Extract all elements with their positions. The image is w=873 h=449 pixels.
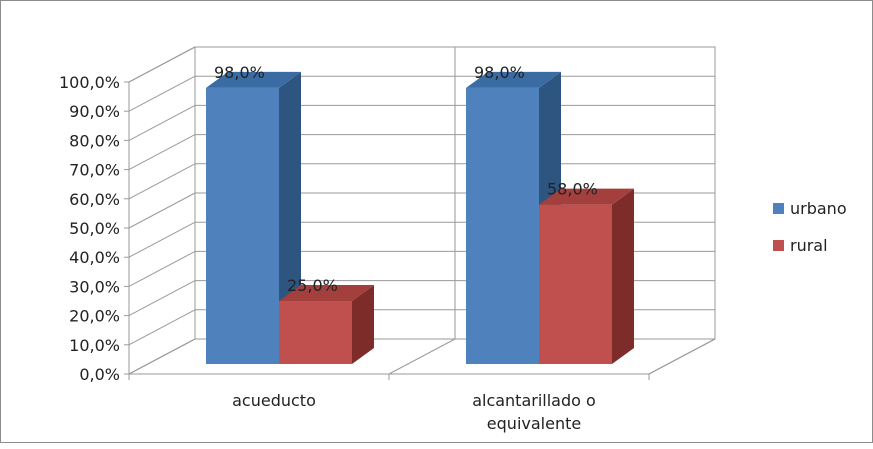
x-tick-label: equivalente: [487, 414, 581, 433]
y-tick-label: 90,0%: [69, 102, 120, 121]
legend-layer: urbano rural: [773, 199, 847, 255]
gridline-side: [128, 104, 196, 141]
y-tick-label: 80,0%: [69, 131, 120, 150]
bar-side-rural-1: [612, 188, 634, 364]
data-label: 98,0%: [474, 63, 525, 82]
axis-layer: 0,0% 10,0% 20,0% 30,0% 40,0% 50,0% 60,0% 70,0% 8…: [59, 73, 650, 433]
y-tick-label: 0,0%: [79, 365, 120, 384]
x-tick-label: acueducto: [232, 391, 316, 410]
floor-divider: [648, 338, 716, 375]
gridline-side: [128, 163, 196, 200]
bars-layer: [206, 71, 634, 364]
floor-divider: [128, 338, 196, 375]
legend-swatch-urbano: [773, 203, 784, 214]
y-tick-label: 30,0%: [69, 277, 120, 296]
bar-urbano-1: [466, 87, 539, 364]
y-tick-label: 40,0%: [69, 248, 120, 267]
bar-rural-0: [279, 301, 352, 364]
bar-top-urbano-0: [206, 71, 301, 88]
bar-top-urbano-1: [466, 71, 561, 88]
data-label: 58,0%: [547, 180, 598, 199]
legend-swatch-rural: [773, 240, 784, 251]
y-tick-label: 20,0%: [69, 307, 120, 326]
data-label: 25,0%: [287, 276, 338, 295]
floor-divider: [388, 338, 456, 375]
gridline-side: [128, 46, 196, 83]
y-tick-label: 10,0%: [69, 336, 120, 355]
y-tick-label: 100,0%: [59, 73, 120, 92]
gridline-side: [128, 221, 196, 258]
legend-label-rural: rural: [790, 236, 828, 255]
y-tick-label: 50,0%: [69, 219, 120, 238]
gridline-side: [128, 134, 196, 171]
gridline-side: [128, 309, 196, 346]
gridline-side: [128, 250, 196, 287]
bar-top-rural-0: [279, 285, 374, 301]
x-tick-label: alcantarillado o: [472, 391, 596, 410]
bar-side-rural-0: [352, 285, 374, 364]
y-tick-label: 60,0%: [69, 190, 120, 209]
gridline-side: [128, 192, 196, 229]
y-tick-label: 70,0%: [69, 161, 120, 180]
data-label: 98,0%: [214, 63, 265, 82]
labels-layer: 98,0% 98,0% 25,0% 58,0%: [214, 63, 598, 295]
legend-label-urbano: urbano: [790, 199, 847, 218]
bar-urbano-0: [206, 87, 279, 364]
gridline-side: [128, 280, 196, 317]
gridline-side: [128, 75, 196, 112]
bar-rural-1: [539, 204, 612, 364]
bar-top-rural-1: [539, 188, 634, 205]
